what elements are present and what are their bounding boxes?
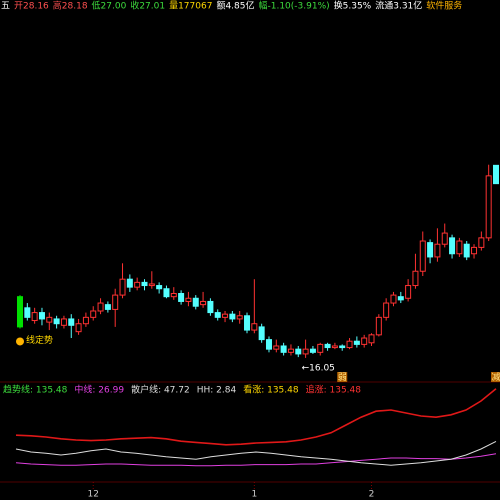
candle-body <box>214 312 221 318</box>
candle-body <box>119 278 126 296</box>
indicator-label: HH: 2.84 <box>197 386 237 396</box>
candle-body <box>493 164 499 185</box>
candle-body <box>478 237 485 248</box>
candle-body <box>441 232 448 245</box>
candle-body <box>24 307 31 318</box>
candle-body <box>324 343 331 349</box>
header-item: 软件服务 <box>426 0 462 12</box>
candle-body <box>200 300 207 306</box>
candle-body <box>229 313 236 320</box>
candle-body <box>156 285 163 290</box>
candle-body <box>295 348 302 355</box>
candle-body <box>244 315 251 331</box>
candle-body <box>390 294 397 304</box>
candle-body <box>434 243 441 258</box>
candle-body <box>97 302 104 312</box>
candle-body <box>163 288 170 298</box>
candle-body <box>207 300 214 314</box>
candle-body <box>353 340 360 345</box>
candle-body <box>112 294 119 310</box>
candle-body <box>222 313 229 318</box>
header-item: 开28.16 <box>14 1 49 12</box>
candle-body <box>251 323 258 331</box>
candle-body <box>361 337 368 345</box>
candle-body <box>258 326 265 341</box>
candle-body <box>236 315 243 320</box>
candle-body <box>170 293 177 298</box>
candle-body <box>38 312 45 320</box>
header-item: 量177067 <box>169 1 212 12</box>
annotation: 线定势 <box>26 334 53 346</box>
candle-body <box>265 339 272 350</box>
candle-body <box>449 237 456 255</box>
candle-body <box>405 285 412 299</box>
candle-body <box>419 240 426 272</box>
candle-body <box>309 348 316 353</box>
candle-body <box>412 270 419 287</box>
header-item: 五 <box>1 2 10 12</box>
candle-body <box>287 348 294 353</box>
candle-body <box>383 302 390 318</box>
marker-box <box>337 372 348 382</box>
candle-body <box>126 278 133 288</box>
candle-body <box>368 334 375 344</box>
candle-body <box>60 318 67 326</box>
candle-body <box>134 281 141 288</box>
candle-body <box>280 345 287 353</box>
candle-body <box>273 345 280 350</box>
candle-body <box>141 281 148 287</box>
candle-body <box>427 242 434 258</box>
marker: 减 <box>491 371 500 383</box>
candle-body <box>46 316 53 323</box>
signal-icon <box>16 337 24 346</box>
header-item: 高28.18 <box>53 0 88 12</box>
candle-body <box>17 296 23 328</box>
indicator-line <box>15 388 497 446</box>
candle-body <box>178 293 185 302</box>
marker: 弱 <box>338 372 347 383</box>
candle-body <box>302 348 309 355</box>
header-item: 收27.01 <box>130 0 165 12</box>
candle-body <box>31 312 38 322</box>
candle-body <box>185 297 192 302</box>
annotation: ←16.05 <box>302 363 335 373</box>
indicator-label: 追涨: 135.48 <box>306 384 362 396</box>
candle-body <box>339 345 346 349</box>
candle-body <box>68 318 75 326</box>
candle-body <box>317 343 324 353</box>
marker-box <box>491 372 500 382</box>
candle-body <box>346 340 353 349</box>
candle-body <box>456 240 463 255</box>
candle-body <box>397 296 404 301</box>
header-item: 低27.00 <box>92 0 127 12</box>
indicator-line <box>15 440 497 466</box>
header-item: 幅-1.10(-3.91%) <box>258 0 329 12</box>
candle-body <box>192 297 199 307</box>
candle-body <box>104 304 111 310</box>
header-item: 额4.85亿 <box>216 0 254 12</box>
candle-body <box>90 310 97 318</box>
candle-body <box>82 316 89 325</box>
candle-body <box>463 243 470 258</box>
indicator-label: 趋势线: 135.48 <box>3 384 68 396</box>
header-item: 流通3.31亿 <box>375 0 422 12</box>
x-tick-label: 2 <box>369 490 375 500</box>
indicator-label: 看涨: 135.48 <box>243 384 299 396</box>
indicator-label: 散户线: 47.72 <box>131 384 190 396</box>
header-item: 换5.35% <box>334 0 372 12</box>
candle-body <box>53 318 60 325</box>
candle-body <box>75 323 82 333</box>
x-tick-label: 1 <box>251 490 257 500</box>
candle-body <box>485 175 492 239</box>
indicator-line <box>15 453 497 467</box>
candle-body <box>148 283 155 287</box>
indicator-label: 中线: 26.99 <box>74 384 124 396</box>
x-tick-label: 12 <box>88 490 99 500</box>
candle-body <box>375 316 382 336</box>
candle-body <box>471 246 478 255</box>
candle-body <box>331 345 338 349</box>
